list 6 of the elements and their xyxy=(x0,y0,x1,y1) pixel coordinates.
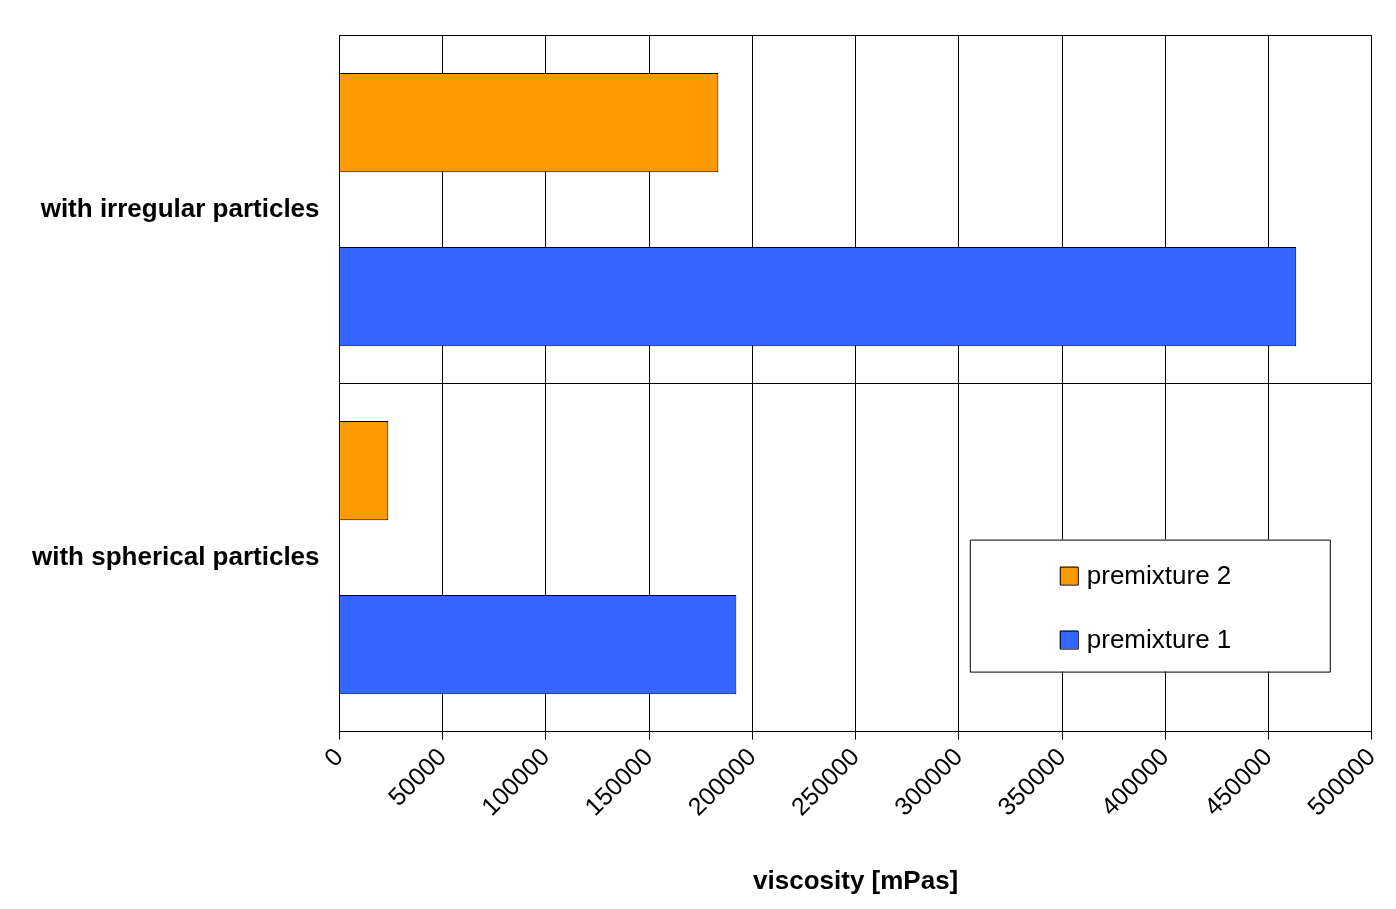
y-tick-label: with irregular particles xyxy=(39,192,320,223)
legend-label: premixture 1 xyxy=(1086,623,1232,654)
y-tick-label: with spherical particles xyxy=(30,540,320,571)
x-axis-title: viscosity [mPas] xyxy=(753,864,959,895)
x-tick-label: 0 xyxy=(318,741,348,772)
legend-label: premixture 2 xyxy=(1086,559,1232,590)
